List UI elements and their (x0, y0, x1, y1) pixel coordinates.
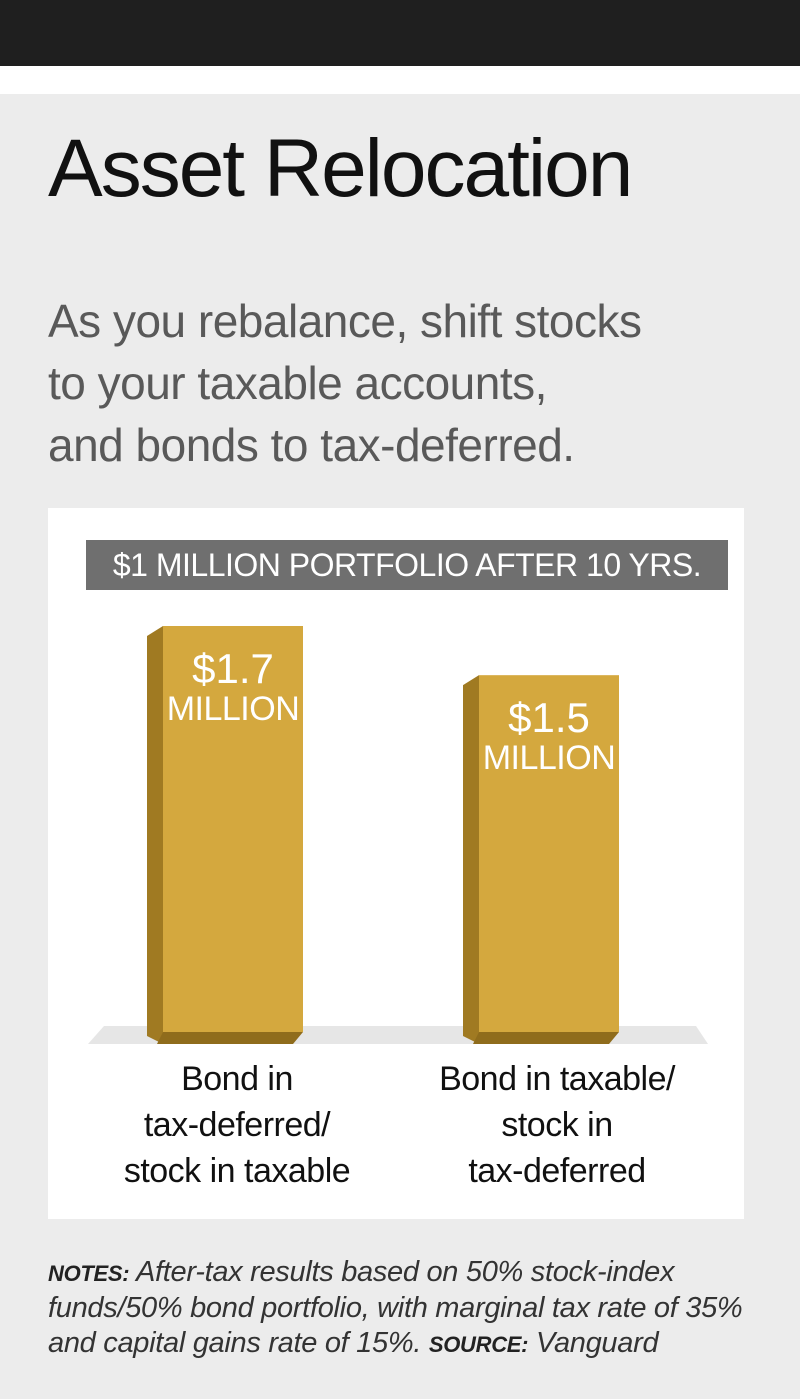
notes-text: After-tax results based on 50% stock-ind… (48, 1256, 743, 1359)
top-bar (0, 0, 800, 66)
bar-value-label: $1.7 MILLION (158, 645, 308, 728)
bar-value-label: $1.5 MILLION (474, 694, 624, 778)
graphic-title: Asset Relocation (48, 123, 633, 214)
bar-side (147, 626, 163, 1044)
bar-base-edge (157, 1032, 303, 1044)
bar-value-amount: $1.5 (508, 694, 590, 742)
chart-card: $1 MILLION PORTFOLIO AFTER 10 YRS. $1.7 M… (48, 508, 744, 1219)
chart-title: $1 MILLION PORTFOLIO AFTER 10 YRS. (86, 540, 728, 590)
bar-base-edge (473, 1032, 619, 1044)
source-key: Source: (428, 1332, 529, 1357)
bar-value-unit: MILLION (482, 739, 616, 778)
bar-1 (147, 626, 303, 1044)
source-text: Vanguard (535, 1327, 659, 1359)
bar-value-unit: MILLION (166, 690, 300, 728)
bar-front (479, 675, 619, 1032)
category-label: Bond in tax-deferred/ stock in taxable (123, 1060, 351, 1190)
category-label: Bond in taxable/ stock in tax-deferred (439, 1060, 675, 1190)
notes-key: Notes: (48, 1261, 130, 1286)
graphic-subtitle: As you rebalance, shift stocks to your t… (48, 295, 642, 471)
bar-chart (88, 626, 708, 1044)
bar-side (463, 675, 479, 1044)
bar-front (163, 626, 303, 1032)
bar-2 (463, 675, 619, 1044)
footnote: Notes: After-tax results based on 50% st… (48, 1255, 768, 1362)
bar-value-amount: $1.7 (192, 645, 274, 692)
